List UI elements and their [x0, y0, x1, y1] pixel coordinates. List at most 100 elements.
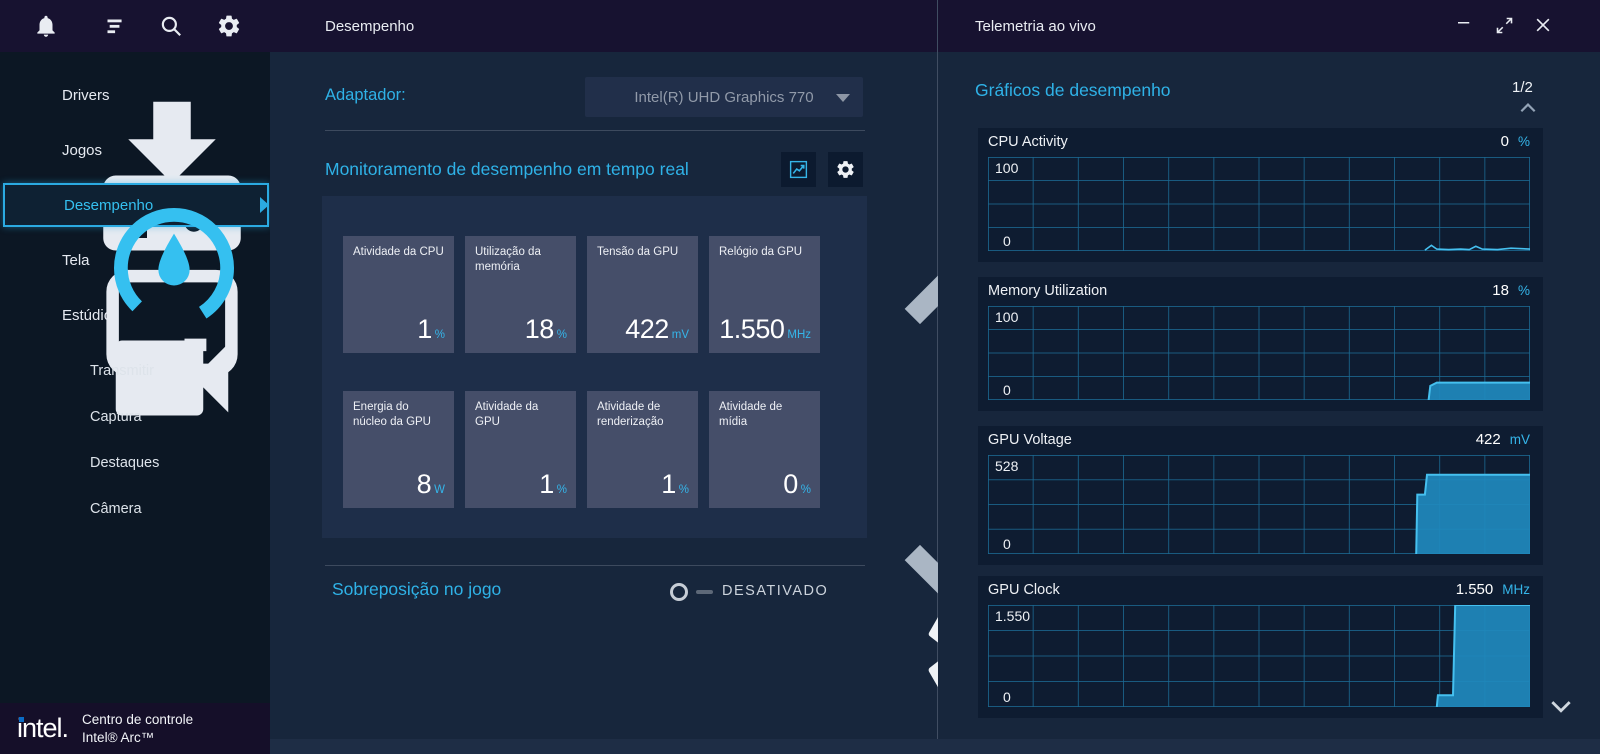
- tile-label: Relógio da GPU: [719, 246, 803, 258]
- tile-render-activity: Atividade de renderização 1%: [587, 391, 698, 508]
- tile-label: Atividade da CPU: [353, 246, 444, 258]
- telemetry-header: Telemetria ao vivo: [938, 0, 1600, 52]
- tile-label: Tensão da GPU: [597, 246, 679, 258]
- tile-label: Utilização da memória: [475, 246, 541, 273]
- sidebar-item-label: Tela: [62, 251, 90, 269]
- chart-unit: MHz: [1502, 582, 1530, 597]
- app-title: Centro de controle Intel® Arc™: [82, 711, 194, 745]
- y-axis-min-label: 0: [1003, 382, 1011, 398]
- tile-unit: %: [434, 329, 445, 341]
- tile-label: Atividade de mídia: [719, 401, 783, 428]
- chart-plot: 1.550 0: [988, 605, 1530, 707]
- chart-value: 0: [1500, 133, 1509, 150]
- tile-value: 1: [417, 314, 432, 344]
- chart-card-memory-utilization: Memory Utilization 18 % 100 0: [978, 277, 1543, 411]
- telemetry-title: Telemetria ao vivo: [975, 17, 1096, 35]
- sidebar-item-estudio[interactable]: Estúdio: [0, 293, 270, 337]
- page-indicator: 1/2: [1512, 79, 1533, 96]
- y-axis-max-label: 528: [995, 458, 1019, 474]
- y-axis-max-label: 100: [995, 160, 1019, 176]
- divider: [325, 565, 865, 566]
- chart-title: GPU Clock: [988, 582, 1060, 598]
- chart-value: 1.550: [1455, 581, 1494, 598]
- monitoring-settings-button[interactable]: [828, 152, 863, 187]
- overlay-settings-gear-icon[interactable]: [837, 577, 860, 600]
- tile-unit: W: [434, 484, 445, 496]
- sidebar-topbar: [0, 0, 270, 52]
- expand-button[interactable]: [1494, 15, 1515, 36]
- minimize-button[interactable]: [1455, 10, 1473, 28]
- chart-plot: 528 0: [988, 455, 1530, 554]
- performance-graphs-title: Gráficos de desempenho: [975, 80, 1171, 100]
- sidebar-subitem-label: Captura: [90, 409, 142, 425]
- overlay-toggle-off[interactable]: [670, 583, 688, 601]
- sidebar-subitem-label: Câmera: [90, 501, 142, 517]
- overlay-status-text: DESATIVADO: [722, 583, 829, 599]
- y-axis-min-label: 0: [1003, 536, 1011, 552]
- telemetry-window: Telemetria ao vivo Gráficos de desempenh…: [938, 0, 1600, 754]
- sidebar-subitem-destaques[interactable]: Destaques: [0, 440, 270, 486]
- line-chart-icon: [788, 159, 809, 180]
- main-header: Desempenho: [270, 0, 937, 52]
- tile-value: 8: [416, 469, 432, 499]
- speedometer-icon: [24, 193, 48, 217]
- sidebar-subitem-camera[interactable]: Câmera: [0, 486, 270, 532]
- sidebar-item-jogos[interactable]: Jogos: [0, 128, 270, 172]
- tile-unit: %: [800, 484, 811, 496]
- chart-plot: 100 0: [988, 157, 1530, 251]
- sidebar-item-desempenho[interactable]: Desempenho: [3, 183, 269, 227]
- close-button[interactable]: [1533, 15, 1553, 35]
- metric-tiles: Atividade da CPU 1% Utilização da memóri…: [343, 236, 820, 508]
- open-graphs-button[interactable]: [781, 152, 816, 187]
- tile-cpu-activity: Atividade da CPU 1%: [343, 236, 454, 353]
- search-icon[interactable]: [158, 13, 184, 39]
- expand-chevron-down-icon[interactable]: [829, 515, 853, 533]
- sidebar-subitem-label: Destaques: [90, 455, 160, 471]
- tile-unit: %: [678, 484, 689, 496]
- intel-logo-dot: [19, 717, 24, 722]
- scroll-chevron-down-icon[interactable]: [1548, 697, 1574, 717]
- sidebar-footer: intel. Centro de controle Intel® Arc™: [0, 703, 270, 754]
- sidebar-nav: Drivers Jogos Desempenho Tela Estúdio Tr…: [0, 73, 270, 532]
- sidebar-subitem-captura[interactable]: Captura: [0, 394, 270, 440]
- tile-value: 1: [661, 469, 676, 499]
- collapse-chevron-up-icon[interactable]: [829, 204, 853, 222]
- tile-value: 1: [539, 469, 554, 499]
- overlay-toggle-track: [696, 590, 713, 594]
- window-bottom-edge: [270, 739, 1600, 754]
- sidebar-item-tela[interactable]: Tela: [0, 238, 270, 282]
- chart-title: GPU Voltage: [988, 432, 1072, 448]
- chart-value: 422: [1475, 431, 1501, 448]
- gear-icon: [835, 159, 856, 180]
- tile-gpu-activity: Atividade da GPU 1%: [465, 391, 576, 508]
- divider: [325, 130, 865, 131]
- chart-title: CPU Activity: [988, 134, 1068, 150]
- notifications-bell-icon[interactable]: [33, 13, 59, 39]
- sidebar-item-drivers[interactable]: Drivers: [0, 73, 270, 117]
- tile-value: 18: [524, 314, 555, 344]
- adapter-dropdown[interactable]: Intel(R) UHD Graphics 770: [585, 77, 863, 117]
- chevron-down-icon: [836, 94, 850, 109]
- adapter-label: Adaptador:: [325, 86, 406, 104]
- tile-memory-utilization: Utilização da memória 18%: [465, 236, 576, 353]
- chart-card-gpu-voltage: GPU Voltage 422 mV 528 0: [978, 426, 1543, 565]
- settings-gear-icon[interactable]: [216, 13, 242, 39]
- page-chevron-up-icon[interactable]: [1518, 100, 1538, 115]
- sidebar-item-label: Estúdio: [62, 306, 113, 324]
- page-title: Desempenho: [325, 17, 415, 35]
- sidebar-item-label: Jogos: [62, 141, 103, 159]
- monitoring-section-title: Monitoramento de desempenho em tempo rea…: [325, 159, 689, 179]
- tile-value: 0: [783, 469, 798, 499]
- tile-unit: %: [556, 329, 567, 341]
- tile-label: Energia do núcleo da GPU: [353, 401, 431, 428]
- tile-gpu-clock: Relógio da GPU 1.550 MHz: [709, 236, 820, 353]
- intel-logo: intel.: [17, 713, 69, 743]
- tile-gpu-voltage: Tensão da GPU 422 mV: [587, 236, 698, 353]
- y-axis-min-label: 0: [1003, 233, 1011, 249]
- menu-icon[interactable]: [101, 13, 127, 39]
- download-icon: [22, 83, 46, 107]
- sidebar-subitem-transmitir[interactable]: Transmitir: [0, 348, 270, 394]
- chart-title: Memory Utilization: [988, 283, 1108, 299]
- chart-unit: %: [1517, 283, 1530, 298]
